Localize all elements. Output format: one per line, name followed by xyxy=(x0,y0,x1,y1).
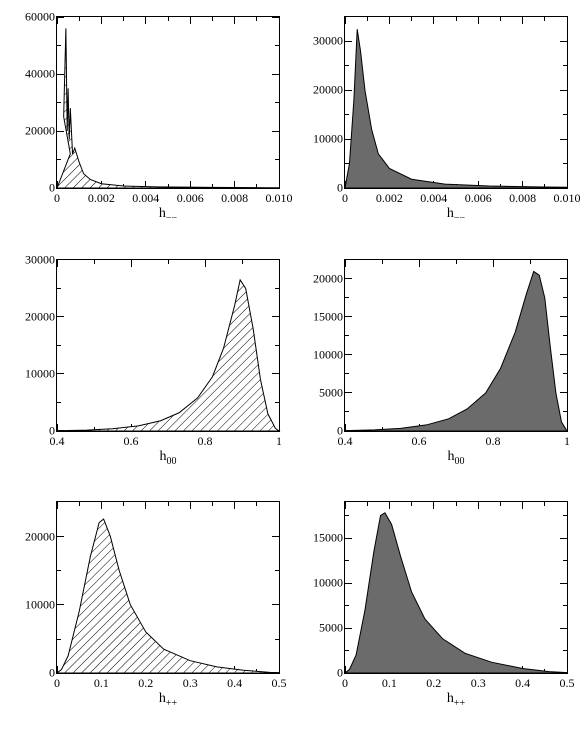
y-tick-label: 20000 xyxy=(313,271,345,286)
x-tick-label: 0.5 xyxy=(560,673,575,691)
x-tick-label: 0.6 xyxy=(124,431,139,449)
x-tick-label: 0.6 xyxy=(412,431,427,449)
y-tick-label: 10000 xyxy=(313,347,345,362)
panel-hmm-right: 00.0020.0040.0060.0080.01001000020000300… xyxy=(300,12,570,227)
y-tick-label: 10000 xyxy=(25,597,57,612)
x-tick-label: 0.006 xyxy=(465,188,492,206)
x-axis-title: h−− xyxy=(447,188,465,224)
y-tick-label: 30000 xyxy=(25,252,57,267)
panel-h00-right: 0.40.60.8105000100001500020000h00 xyxy=(300,255,570,470)
panel-hpp-left: 00.10.20.30.40.501000020000h++ xyxy=(12,497,282,712)
figure-grid: 0 0.002 0.004 0.006 0.008 0.010 0 20000 40000 600… xyxy=(12,12,570,712)
y-tick-label: 0 xyxy=(49,423,57,438)
x-tick-label: 0.002 xyxy=(88,188,115,206)
y-tick-label: 0 xyxy=(49,666,57,681)
plot-box: 0.40.60.810100002000030000h00 xyxy=(56,259,280,432)
y-tick-label: 5000 xyxy=(319,385,345,400)
x-axis-title: h00 xyxy=(448,431,465,467)
y-tick-label: 15000 xyxy=(313,309,345,324)
x-axis-title: h++ xyxy=(447,673,465,709)
x-tick-label: 0.1 xyxy=(382,673,397,691)
y-tick-label: 0 xyxy=(337,666,345,681)
x-axis-title: h++ xyxy=(159,673,177,709)
y-tick-label: 0 xyxy=(337,181,345,196)
x-tick-label: 0.4 xyxy=(515,673,530,691)
x-tick-label: 0.010 xyxy=(266,188,293,206)
y-tick-label: 0 xyxy=(337,423,345,438)
y-tick-label: 20000 xyxy=(313,83,345,98)
x-tick-label: 0.8 xyxy=(198,431,213,449)
panel-hmm-left: 00.0020.0040.0060.0080.01002000040000600… xyxy=(12,12,282,227)
panel-h00-left: 0.40.60.810100002000030000h00 xyxy=(12,255,282,470)
histogram-fill xyxy=(57,502,279,673)
panel-hpp-right: 00.10.20.30.40.5050001000015000h++ xyxy=(300,497,570,712)
y-tick-label: 10000 xyxy=(25,366,57,381)
x-tick-label: 0.002 xyxy=(376,188,403,206)
x-tick-label: 0.006 xyxy=(177,188,204,206)
x-tick-label: 0.5 xyxy=(272,673,287,691)
histogram-fill xyxy=(57,17,279,188)
x-tick-label: 0.3 xyxy=(471,673,486,691)
y-tick-label: 0 xyxy=(49,181,57,196)
y-tick-label: 40000 xyxy=(25,67,57,82)
x-axis-title: h−− xyxy=(159,188,177,224)
y-tick-label: 5000 xyxy=(319,621,345,636)
y-tick-label: 20000 xyxy=(25,309,57,324)
histogram-fill xyxy=(345,502,567,673)
plot-box: 0.40.60.8105000100001500020000h00 xyxy=(344,259,568,432)
y-tick-label: 20000 xyxy=(25,124,57,139)
x-tick-label: 0.1 xyxy=(94,673,109,691)
histogram-fill xyxy=(345,17,567,188)
plot-box: 00.0020.0040.0060.0080.01002000040000600… xyxy=(56,16,280,189)
y-tick-label: 30000 xyxy=(313,34,345,49)
x-tick-label: 0.008 xyxy=(509,188,536,206)
plot-box: 00.10.20.30.40.501000020000h++ xyxy=(56,501,280,674)
y-tick-label: 10000 xyxy=(313,576,345,591)
x-tick-label: 1 xyxy=(276,431,282,449)
y-tick-label: 20000 xyxy=(25,529,57,544)
histogram-fill xyxy=(57,260,279,431)
y-tick-label: 10000 xyxy=(313,132,345,147)
plot-box: 00.0020.0040.0060.0080.01001000020000300… xyxy=(344,16,568,189)
x-tick-label: 0.004 xyxy=(132,188,159,206)
x-tick-label: 0.2 xyxy=(426,673,441,691)
y-tick-label: 60000 xyxy=(25,10,57,25)
x-tick-label: 0.010 xyxy=(554,188,581,206)
x-tick-label: 0.4 xyxy=(227,673,242,691)
x-tick-label: 0.004 xyxy=(420,188,447,206)
x-tick-label: 1 xyxy=(564,431,570,449)
x-axis-title: h00 xyxy=(160,431,177,467)
y-tick-label: 15000 xyxy=(313,531,345,546)
x-tick-label: 0.2 xyxy=(138,673,153,691)
x-tick-label: 0.008 xyxy=(221,188,248,206)
plot-box: 00.10.20.30.40.5050001000015000h++ xyxy=(344,501,568,674)
x-tick-label: 0.3 xyxy=(183,673,198,691)
x-tick-label: 0.8 xyxy=(486,431,501,449)
histogram-fill xyxy=(345,260,567,431)
